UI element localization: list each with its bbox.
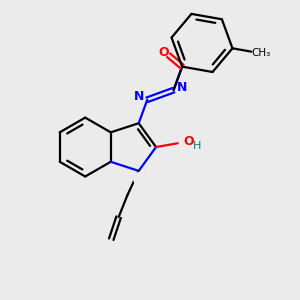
- Text: N: N: [177, 81, 187, 94]
- Text: H: H: [193, 141, 202, 151]
- Text: CH₃: CH₃: [252, 48, 271, 59]
- Text: O: O: [159, 46, 169, 59]
- Circle shape: [134, 172, 147, 185]
- Text: N: N: [135, 172, 146, 185]
- Text: N: N: [135, 172, 146, 185]
- Text: N: N: [134, 90, 144, 103]
- Text: O: O: [183, 135, 194, 148]
